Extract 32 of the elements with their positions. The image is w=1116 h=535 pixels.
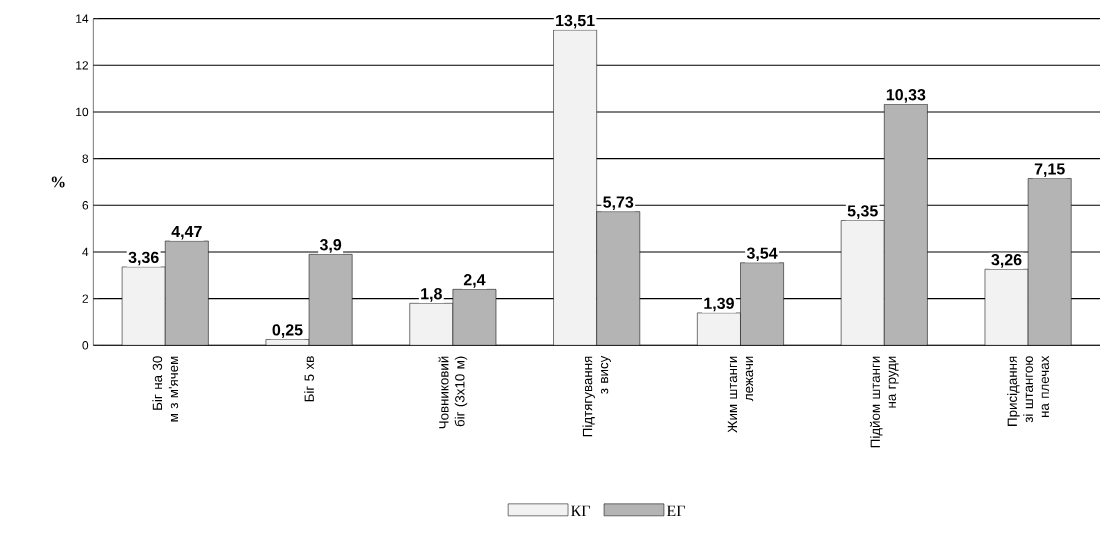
- y-tick-label: 0: [82, 341, 89, 350]
- x-tick-label: Присідання зі штангою на плечах: [1007, 356, 1049, 427]
- y-tick-label: 14: [76, 14, 89, 23]
- y-tick-label: 4: [82, 248, 89, 257]
- x-tick-label: Підйом штанги на груди: [869, 356, 899, 448]
- data-label: 0,25: [272, 324, 303, 339]
- data-label: 4,47: [171, 226, 202, 240]
- data-label: 10,33: [886, 89, 926, 103]
- data-label: 1,39: [704, 297, 734, 312]
- x-tick-label: Підтягування з вису: [582, 355, 611, 437]
- y-tick-label: 8: [82, 154, 89, 164]
- x-tick-label: Біг на 30 м з м'ячем: [152, 356, 179, 422]
- data-label: 3,54: [746, 247, 778, 262]
- data-label: 2,4: [463, 274, 486, 288]
- y-tick-label: 10: [76, 107, 89, 117]
- y-tick-label: 6: [82, 201, 89, 210]
- data-label: 3,9: [319, 239, 342, 253]
- data-label: 5,35: [847, 205, 878, 220]
- x-tick-label: Човниковий біг (3х10 м): [438, 356, 468, 429]
- legend-label: КГ: [570, 505, 590, 517]
- y-axis-title: %: [51, 176, 65, 188]
- data-label: 5,73: [603, 196, 634, 211]
- y-tick-label: 12: [76, 61, 89, 70]
- data-label: 3,36: [128, 251, 159, 266]
- data-label: 3,26: [991, 254, 1022, 268]
- data-label: 1,8: [421, 288, 442, 302]
- x-tick-label: Жим штанги лежачи: [727, 356, 754, 433]
- data-label: 7,15: [1034, 163, 1065, 178]
- data-label: 13,51: [556, 15, 595, 29]
- y-tick-label: 2: [82, 294, 89, 304]
- x-tick-label: Біг 5 хв: [304, 356, 314, 402]
- legend-label: ЕГ: [666, 505, 685, 517]
